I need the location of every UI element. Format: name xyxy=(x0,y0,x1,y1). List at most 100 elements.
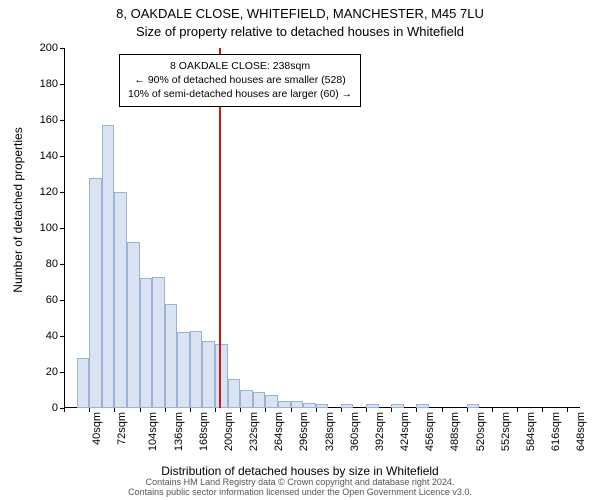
y-tick-mark xyxy=(60,372,64,373)
histogram-bar xyxy=(177,332,190,408)
x-tick-mark xyxy=(467,408,468,412)
y-tick-label: 140 xyxy=(40,150,58,162)
histogram-bar xyxy=(165,304,178,408)
y-tick-mark xyxy=(60,264,64,265)
annotation-line1: 8 OAKDALE CLOSE: 238sqm xyxy=(128,59,352,73)
x-tick-mark xyxy=(416,408,417,412)
x-tick-mark xyxy=(442,408,443,412)
x-tick-mark xyxy=(215,408,216,412)
x-tick-label: 296sqm xyxy=(299,412,311,451)
y-tick-mark xyxy=(60,300,64,301)
histogram-bar xyxy=(467,404,480,408)
y-axis-label: Number of detached properties xyxy=(11,60,25,360)
x-tick-mark xyxy=(517,408,518,412)
x-tick-mark xyxy=(341,408,342,412)
x-tick-mark xyxy=(567,408,568,412)
histogram-bar xyxy=(416,404,429,408)
histogram-bar xyxy=(152,277,165,408)
y-tick-label: 60 xyxy=(46,294,58,306)
x-tick-mark xyxy=(492,408,493,412)
x-tick-label: 360sqm xyxy=(349,412,361,451)
x-tick-label: 520sqm xyxy=(475,412,487,451)
footer-attribution: Contains HM Land Registry data © Crown c… xyxy=(0,478,600,498)
footer-line1: Contains HM Land Registry data © Crown c… xyxy=(146,477,455,487)
histogram-bar xyxy=(202,341,215,408)
x-tick-mark xyxy=(366,408,367,412)
x-tick-mark xyxy=(190,408,191,412)
histogram-bar xyxy=(291,401,304,408)
y-tick-label: 160 xyxy=(40,114,58,126)
y-tick-mark xyxy=(60,156,64,157)
annotation-box: 8 OAKDALE CLOSE: 238sqm← 90% of detached… xyxy=(119,54,361,107)
x-tick-label: 72sqm xyxy=(116,412,128,445)
y-tick-label: 180 xyxy=(40,78,58,90)
chart-title-main: 8, OAKDALE CLOSE, WHITEFIELD, MANCHESTER… xyxy=(0,6,600,21)
y-tick-mark xyxy=(60,48,64,49)
x-tick-label: 552sqm xyxy=(500,412,512,451)
histogram-bar xyxy=(253,392,266,408)
y-tick-mark xyxy=(60,120,64,121)
x-tick-label: 488sqm xyxy=(450,412,462,451)
x-tick-label: 168sqm xyxy=(198,412,210,451)
chart-container: 8, OAKDALE CLOSE, WHITEFIELD, MANCHESTER… xyxy=(0,0,600,500)
x-tick-mark xyxy=(265,408,266,412)
chart-title-sub: Size of property relative to detached ho… xyxy=(0,24,600,39)
histogram-bar xyxy=(391,404,404,408)
y-tick-label: 0 xyxy=(52,402,58,414)
y-tick-label: 40 xyxy=(46,330,58,342)
x-tick-mark xyxy=(114,408,115,412)
x-tick-label: 104sqm xyxy=(147,412,159,451)
histogram-bar xyxy=(316,404,329,408)
x-tick-mark xyxy=(240,408,241,412)
y-tick-mark xyxy=(60,84,64,85)
x-tick-mark xyxy=(140,408,141,412)
plot-area: 02040608010012014016018020040sqm72sqm104… xyxy=(64,48,580,408)
y-tick-label: 200 xyxy=(40,42,58,54)
x-tick-label: 424sqm xyxy=(399,412,411,451)
x-tick-mark xyxy=(89,408,90,412)
histogram-bar xyxy=(140,278,153,408)
x-tick-label: 40sqm xyxy=(91,412,103,445)
annotation-line3: 10% of semi-detached houses are larger (… xyxy=(128,87,352,101)
histogram-bar xyxy=(303,403,316,408)
x-tick-label: 136sqm xyxy=(173,412,185,451)
x-tick-mark xyxy=(64,408,65,412)
histogram-bar xyxy=(102,125,115,408)
histogram-bar xyxy=(228,379,241,408)
x-tick-label: 200sqm xyxy=(223,412,235,451)
histogram-bar xyxy=(77,358,90,408)
histogram-bar xyxy=(114,192,127,408)
y-tick-mark xyxy=(60,192,64,193)
annotation-line2: ← 90% of detached houses are smaller (52… xyxy=(128,73,352,87)
y-tick-mark xyxy=(60,336,64,337)
histogram-bar xyxy=(265,395,278,408)
x-tick-label: 584sqm xyxy=(525,412,537,451)
y-tick-label: 120 xyxy=(40,186,58,198)
x-tick-mark xyxy=(542,408,543,412)
histogram-bar xyxy=(89,178,102,408)
x-tick-label: 232sqm xyxy=(248,412,260,451)
footer-line2: Contains public sector information licen… xyxy=(128,487,472,497)
y-tick-label: 80 xyxy=(46,258,58,270)
x-tick-label: 616sqm xyxy=(550,412,562,451)
histogram-bar xyxy=(240,390,253,408)
histogram-bar xyxy=(366,404,379,408)
x-tick-mark xyxy=(165,408,166,412)
y-tick-mark xyxy=(60,228,64,229)
x-tick-mark xyxy=(291,408,292,412)
histogram-bar xyxy=(341,404,354,408)
x-tick-label: 328sqm xyxy=(324,412,336,451)
x-tick-label: 456sqm xyxy=(424,412,436,451)
histogram-bar xyxy=(278,401,291,408)
x-tick-label: 264sqm xyxy=(273,412,285,451)
x-tick-mark xyxy=(391,408,392,412)
x-tick-label: 648sqm xyxy=(575,412,587,451)
x-tick-mark xyxy=(316,408,317,412)
y-tick-label: 100 xyxy=(40,222,58,234)
y-tick-label: 20 xyxy=(46,366,58,378)
x-axis-label: Distribution of detached houses by size … xyxy=(0,464,600,478)
histogram-bar xyxy=(190,331,203,408)
histogram-bar xyxy=(215,344,228,408)
histogram-bar xyxy=(127,242,140,408)
x-tick-label: 392sqm xyxy=(374,412,386,451)
